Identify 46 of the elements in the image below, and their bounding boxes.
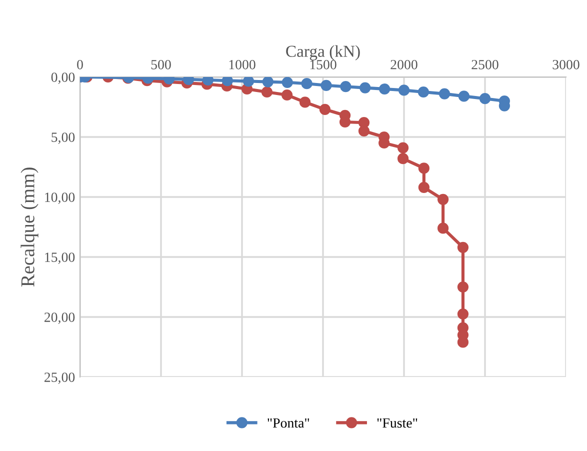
- point: [242, 77, 254, 87]
- y-axis-title: Recalque (mm): [20, 168, 38, 287]
- point: [360, 82, 371, 94]
- point: [379, 83, 390, 95]
- y-tick-label: 10,00: [45, 192, 75, 204]
- point: [358, 125, 370, 137]
- point: [437, 222, 449, 234]
- point: [320, 80, 332, 91]
- x-tick-label: 500: [151, 60, 171, 70]
- point: [281, 89, 293, 101]
- point: [437, 194, 449, 205]
- point: [301, 78, 312, 90]
- legend-label: "Ponta": [268, 418, 310, 428]
- x-tick-label: 0: [77, 60, 83, 70]
- point: [282, 77, 293, 88]
- y-tick-label: 5,00: [52, 132, 75, 144]
- point: [438, 88, 450, 100]
- legend-label: "Fuste": [377, 418, 418, 428]
- y-tick-label: 25,00: [44, 372, 75, 384]
- point: [458, 90, 470, 102]
- y-tick-label: 0,00: [51, 72, 75, 84]
- point: [299, 96, 311, 108]
- point: [222, 77, 233, 86]
- x-tick-label: 1500: [310, 60, 336, 70]
- point: [262, 77, 274, 88]
- x-tick-label: 3000: [552, 60, 580, 70]
- point: [397, 153, 409, 164]
- point: [261, 86, 273, 98]
- point: [457, 308, 469, 320]
- point: [418, 182, 430, 193]
- point: [457, 281, 469, 293]
- point: [479, 93, 491, 104]
- point: [398, 84, 410, 96]
- x-tick-label: 1000: [229, 60, 256, 70]
- point: [340, 81, 352, 92]
- point: [397, 142, 409, 154]
- y-tick-label: 15,00: [45, 252, 75, 264]
- y-tick-label: 20,00: [44, 312, 75, 324]
- point: [202, 77, 214, 86]
- x-tick-label: 2500: [472, 60, 498, 70]
- point: [319, 104, 330, 115]
- point: [418, 162, 430, 174]
- x-tick-label: 2000: [390, 60, 418, 70]
- point: [418, 86, 429, 98]
- x-axis-title: Carga (kN): [286, 45, 360, 60]
- point: [457, 242, 469, 253]
